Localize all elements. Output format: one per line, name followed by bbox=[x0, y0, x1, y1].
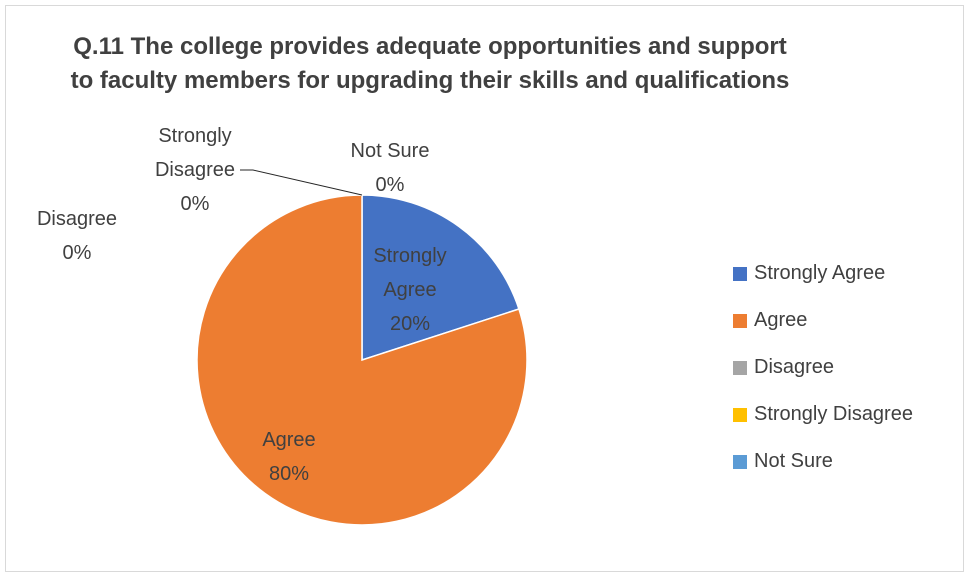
leader-line-strongly-disagree bbox=[240, 169, 363, 196]
legend-label-agree: Agree bbox=[754, 309, 808, 331]
legend-swatch-disagree bbox=[733, 360, 747, 375]
legend-item-strongly-agree: Strongly Agree bbox=[733, 250, 913, 297]
legend-swatch-not-sure bbox=[733, 454, 747, 469]
legend-swatch-agree bbox=[733, 313, 747, 328]
data-label-not-sure: Not Sure 0% bbox=[351, 140, 430, 196]
legend-item-not-sure: Not Sure bbox=[733, 438, 913, 485]
legend-label-strongly-disagree: Strongly Disagree bbox=[754, 403, 913, 425]
chart-title: Q.11 The college provides adequate oppor… bbox=[70, 33, 790, 94]
legend-item-agree: Agree bbox=[733, 297, 913, 344]
legend-swatch-strongly-agree bbox=[733, 266, 747, 281]
legend-label-not-sure: Not Sure bbox=[754, 450, 833, 472]
legend-item-strongly-disagree: Strongly Disagree bbox=[733, 391, 913, 438]
data-label-strongly-disagree: Strongly Disagree 0% bbox=[155, 125, 235, 215]
data-label-agree: Agree 80% bbox=[262, 429, 315, 485]
legend-item-disagree: Disagree bbox=[733, 344, 913, 391]
legend-label-strongly-agree: Strongly Agree bbox=[754, 262, 886, 284]
chart-legend: Strongly Agree Agree Disagree Strongly Disa… bbox=[733, 250, 913, 485]
pie-slice-agree bbox=[196, 194, 528, 526]
legend-swatch-strongly-disagree bbox=[733, 407, 747, 422]
data-label-strongly-agree: Strongly Agree 20% bbox=[373, 245, 446, 335]
pie-slice-strongly-agree bbox=[361, 194, 520, 362]
legend-label-disagree: Disagree bbox=[754, 356, 835, 378]
data-label-disagree: Disagree 0% bbox=[37, 208, 117, 264]
